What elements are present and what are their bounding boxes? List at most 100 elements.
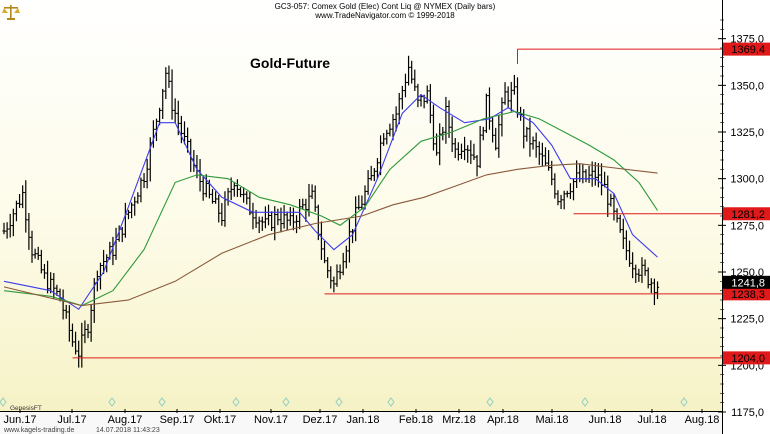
price-bar xyxy=(64,304,68,319)
price-bar xyxy=(634,264,638,283)
price-bar xyxy=(164,67,168,100)
x-tick-label: Mai.18 xyxy=(535,414,568,426)
event-marker xyxy=(0,397,7,407)
price-bar xyxy=(444,96,448,144)
price-bar xyxy=(394,106,398,132)
price-bar xyxy=(344,245,348,269)
price-bar xyxy=(301,198,305,210)
ma-mid-line xyxy=(3,110,658,307)
price-bar xyxy=(447,100,451,138)
price-bar xyxy=(276,208,280,226)
price-bar xyxy=(469,140,473,164)
price-bar xyxy=(531,136,535,150)
price-bar xyxy=(385,129,389,145)
price-bar xyxy=(294,215,299,234)
price-bar xyxy=(500,97,504,137)
price-bar xyxy=(129,202,134,219)
price-bar xyxy=(372,168,376,182)
price-bar xyxy=(553,173,557,199)
x-tick-label: Jun.17 xyxy=(3,414,36,426)
price-bar xyxy=(270,211,274,231)
y-tick-label: 1350,0 xyxy=(730,80,764,92)
price-bar xyxy=(360,195,364,210)
price-bar xyxy=(528,117,532,157)
price-bar xyxy=(182,121,187,145)
y-tick-label: 1325,0 xyxy=(730,127,764,139)
price-bar xyxy=(139,177,143,203)
x-tick-label: Sep.17 xyxy=(160,414,195,426)
price-bar xyxy=(391,114,395,141)
price-bar xyxy=(416,83,420,108)
price-bar xyxy=(173,98,177,123)
price-bar xyxy=(2,222,6,235)
price-bar xyxy=(238,187,243,198)
price-bar xyxy=(438,123,442,166)
price-bar xyxy=(242,187,246,203)
x-tick-label: Jul.17 xyxy=(57,414,86,426)
y-tick-label: 1300,0 xyxy=(730,174,764,186)
price-bar xyxy=(403,73,408,98)
price-bar xyxy=(562,190,566,210)
price-bar xyxy=(136,192,140,204)
price-bar xyxy=(466,145,470,163)
header: GC3-057: Comex Gold (Elec) Cont Liq @ NY… xyxy=(275,2,496,20)
event-marker xyxy=(282,397,290,407)
price-bar xyxy=(596,163,601,188)
price-bar xyxy=(77,340,81,368)
price-bar xyxy=(214,191,218,204)
price-bar xyxy=(310,184,314,200)
price-bar xyxy=(378,135,383,176)
price-bar xyxy=(472,143,476,160)
price-bar xyxy=(621,218,625,250)
price-bar xyxy=(52,272,56,299)
price-bar xyxy=(42,264,47,279)
price-bar xyxy=(478,125,482,169)
price-bar xyxy=(338,264,342,280)
event-marker xyxy=(335,397,343,407)
price-bar xyxy=(291,207,296,231)
current-price-label: 1241,8 xyxy=(731,277,765,289)
price-bar xyxy=(484,93,488,133)
price-bar xyxy=(201,175,205,201)
brand-label: GenesisFT xyxy=(10,405,42,412)
price-bar xyxy=(366,170,370,195)
price-bar xyxy=(400,85,404,110)
price-bar xyxy=(14,200,19,222)
price-bar xyxy=(36,246,40,260)
price-bar xyxy=(606,175,610,217)
x-tick-label: Dez.17 xyxy=(303,414,338,426)
price-bar xyxy=(8,213,12,238)
x-tick-label: Okt.17 xyxy=(204,414,236,426)
price-bar xyxy=(210,188,215,204)
price-bar xyxy=(357,195,361,210)
price-bar xyxy=(70,323,75,347)
price-bar xyxy=(145,158,149,189)
price-bar xyxy=(410,60,414,84)
price-bar xyxy=(133,196,137,216)
ma-slow-line xyxy=(3,163,658,307)
price-bar xyxy=(428,84,432,124)
price-bar xyxy=(655,281,660,300)
x-tick-label: Feb.18 xyxy=(399,414,433,426)
event-marker xyxy=(387,397,395,407)
price-bar xyxy=(335,264,339,287)
price-bar xyxy=(55,284,59,296)
price-bar xyxy=(101,249,106,274)
chart-title: Gold-Future xyxy=(250,55,330,71)
price-bar xyxy=(167,65,171,88)
y-tick-label: 1225,0 xyxy=(730,314,764,326)
price-bar xyxy=(235,179,240,197)
price-bar xyxy=(263,206,268,229)
price-bar xyxy=(618,214,622,233)
price-bar xyxy=(497,114,501,158)
price-bar xyxy=(543,147,548,166)
price-bar xyxy=(313,185,317,212)
price-bar xyxy=(45,260,50,294)
level-lines xyxy=(72,48,722,359)
price-bar xyxy=(431,104,436,151)
footer: GenesisFT www.kagels-trading.de 14.07.20… xyxy=(3,405,160,434)
price-bar xyxy=(525,126,529,142)
price-bar xyxy=(86,323,90,339)
price-bar xyxy=(33,248,37,259)
